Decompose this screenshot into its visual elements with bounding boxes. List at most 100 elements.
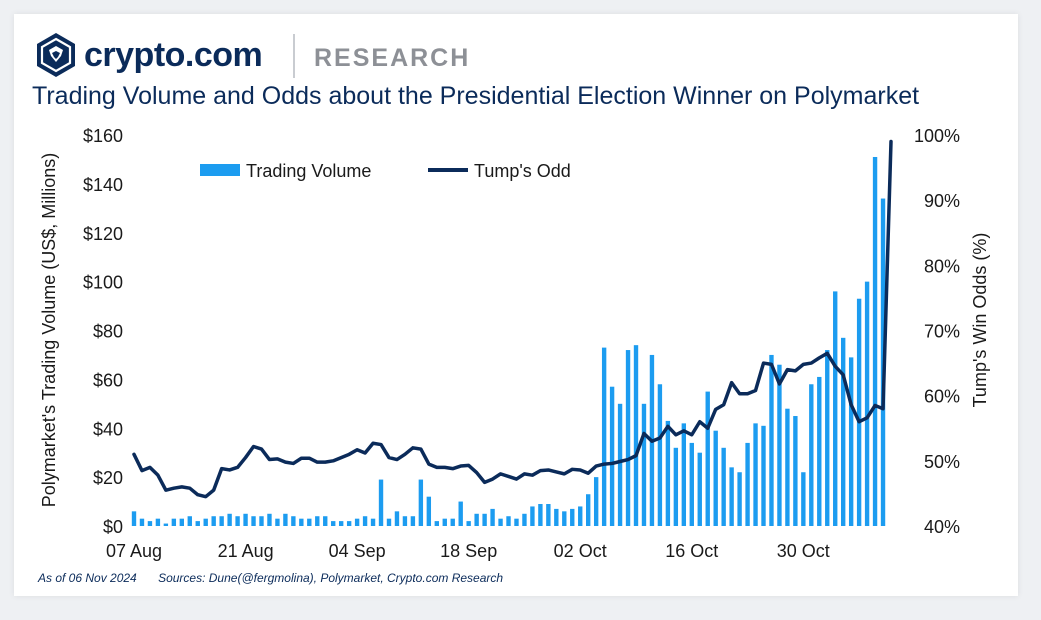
volume-bar xyxy=(601,347,607,526)
right-tick-label: 40% xyxy=(924,517,960,537)
volume-bar xyxy=(761,425,766,526)
volume-bar xyxy=(872,156,878,527)
right-tick-label: 50% xyxy=(924,452,960,472)
volume-bar xyxy=(315,516,320,526)
volume-bar xyxy=(554,508,559,526)
right-tick-label: 90% xyxy=(924,191,960,211)
volume-bar xyxy=(681,423,687,526)
left-tick-label: $80 xyxy=(93,322,123,342)
volume-bar xyxy=(370,518,376,526)
x-tick-label: 18 Sep xyxy=(440,541,497,561)
volume-bar xyxy=(331,521,336,526)
x-tick-label: 02 Oct xyxy=(554,541,607,561)
volume-bar xyxy=(793,416,798,526)
volume-bar xyxy=(833,291,838,526)
legend-volume-swatch xyxy=(200,164,240,176)
volume-bar xyxy=(378,479,384,526)
left-tick-label: $140 xyxy=(83,175,123,195)
volume-bar xyxy=(673,447,679,526)
volume-bar xyxy=(354,518,360,526)
volume-bar xyxy=(578,506,583,526)
volume-bar xyxy=(753,423,758,526)
volume-bar xyxy=(227,513,232,526)
volume-bar xyxy=(657,384,663,526)
volume-bar xyxy=(299,518,304,526)
odds-line-layer xyxy=(132,139,893,499)
volume-bar xyxy=(291,516,296,526)
volume-bar xyxy=(745,442,750,526)
brand-section-label: RESEARCH xyxy=(314,44,471,72)
volume-bar xyxy=(155,518,161,526)
volume-bar xyxy=(522,513,527,526)
volume-bar xyxy=(665,420,671,526)
volume-bar xyxy=(426,496,432,526)
volume-bar xyxy=(450,518,455,526)
volume-bar xyxy=(442,518,447,526)
left-tick-label: $0 xyxy=(103,517,123,537)
volume-bar xyxy=(131,511,137,526)
volume-bar xyxy=(713,430,718,526)
volume-bar xyxy=(346,521,352,526)
right-axis-title: Tump's Win Odds (%) xyxy=(970,233,990,408)
volume-bar xyxy=(259,516,264,526)
volume-bar xyxy=(721,447,726,526)
volume-bar xyxy=(418,479,424,526)
left-tick-label: $120 xyxy=(83,224,123,244)
legend-volume-label: Trading Volume xyxy=(246,161,371,181)
chart-title: Trading Volume and Odds about the Presid… xyxy=(32,82,920,110)
volume-bar xyxy=(848,357,854,526)
x-axis-ticks: 07 Aug 21 Aug 04 Sep 18 Sep 02 Oct 16 Oct 30 O… xyxy=(106,541,830,561)
volume-bar xyxy=(410,516,416,526)
chart-card: crypto.com RESEARCH Trading Volume and O… xyxy=(14,14,1018,596)
volume-bar xyxy=(825,350,830,526)
volume-bar xyxy=(856,298,862,526)
volume-bar xyxy=(243,513,248,526)
volume-bar xyxy=(203,518,208,526)
volume-bar xyxy=(211,516,216,526)
volume-bar xyxy=(307,518,312,526)
left-tick-label: $100 xyxy=(83,273,123,293)
volume-bar xyxy=(689,442,694,526)
volume-bar xyxy=(466,521,471,526)
volume-bar xyxy=(506,516,511,526)
right-tick-label: 70% xyxy=(924,322,960,342)
volume-bar xyxy=(163,523,169,526)
volume-bar xyxy=(530,506,535,526)
volume-bar xyxy=(785,408,790,526)
volume-bar xyxy=(633,345,639,526)
left-tick-label: $20 xyxy=(93,468,123,488)
left-axis-ticks: $0 $20 $40 $60 $80 $100 $120 $140 $160 xyxy=(83,126,123,537)
x-tick-label: 21 Aug xyxy=(218,541,274,561)
volume-bar xyxy=(219,516,224,526)
volume-bar xyxy=(275,518,280,526)
legend: Trading Volume Tump's Odd xyxy=(200,161,571,181)
volume-bar xyxy=(697,452,702,526)
volume-bar xyxy=(283,513,288,526)
volume-bar xyxy=(458,501,463,526)
right-tick-label: 60% xyxy=(924,387,960,407)
x-tick-label: 07 Aug xyxy=(106,541,162,561)
volume-bar xyxy=(864,281,870,527)
right-axis-ticks: 40% 50% 60% 70% 80% 90% 100% xyxy=(914,126,960,537)
volume-bar xyxy=(386,518,392,526)
odds-line xyxy=(132,139,893,499)
volume-bar xyxy=(769,354,774,526)
volume-bar xyxy=(562,511,567,526)
brand-divider xyxy=(293,34,295,78)
volume-bar xyxy=(251,516,256,526)
left-tick-label: $40 xyxy=(93,419,123,439)
volume-bar xyxy=(267,513,272,526)
volume-bar xyxy=(235,516,240,526)
volume-bar xyxy=(490,508,495,526)
volume-bar xyxy=(139,518,145,526)
footnote: As of 06 Nov 2024 Sources: Dune(@fergmol… xyxy=(38,571,521,585)
x-tick-label: 30 Oct xyxy=(777,541,830,561)
volume-bar xyxy=(474,513,479,526)
volume-bar xyxy=(179,518,184,526)
volume-bars xyxy=(131,156,886,527)
x-tick-label: 16 Oct xyxy=(665,541,718,561)
left-tick-label: $160 xyxy=(83,126,123,146)
volume-bar xyxy=(586,494,591,526)
volume-bar xyxy=(187,516,192,526)
